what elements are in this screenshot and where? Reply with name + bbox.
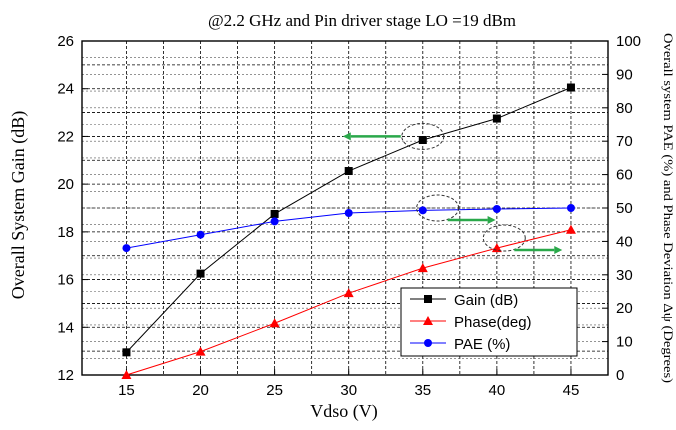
x-axis-label: Vdso (V) (310, 401, 378, 422)
gain-point (418, 136, 427, 145)
phase-point (269, 318, 280, 328)
legend-gain-label: Gain (dB) (454, 292, 518, 309)
gain-point (122, 348, 131, 357)
series-group (121, 83, 576, 379)
phase-point (417, 263, 428, 273)
plot-frame (81, 40, 609, 376)
phase-point (343, 288, 354, 298)
legend-gain-marker (424, 295, 432, 303)
pae-point (566, 204, 575, 212)
left-tick-label: 18 (57, 224, 74, 241)
left-tick-label: 24 (57, 81, 74, 98)
right-axis-label: Overall system PAE (%) and Phase Deviati… (661, 33, 676, 383)
right-tick-label: 40 (616, 233, 633, 250)
tick-labels: 15 20 25 30 35 40 45 12 14 16 18 20 22 24 26 0 10 20 30 40 5… (57, 33, 641, 399)
legend-phase-label: Phase(deg) (454, 314, 532, 331)
left-tick-label: 14 (57, 319, 74, 336)
axis-arrow-head (487, 216, 496, 224)
axis-arrow-head (342, 132, 351, 141)
left-tick-label: 26 (57, 33, 74, 50)
left-axis-label: Overall System Gain (dB) (8, 111, 29, 299)
legend-pae-label: PAE (%) (454, 336, 510, 353)
gain-point (196, 269, 205, 278)
x-tick-label: 15 (118, 382, 135, 399)
right-tick-label: 20 (616, 300, 633, 317)
axis-arrow-head (554, 246, 563, 255)
pae-point (270, 217, 279, 226)
right-tick-label: 100 (616, 33, 641, 50)
legend-pae-marker (424, 339, 432, 347)
pae-point (418, 206, 427, 215)
chart-title: @2.2 GHz and Pin driver stage LO =19 dBm (208, 11, 516, 30)
x-tick-label: 35 (414, 382, 431, 399)
gain-point (270, 209, 279, 218)
highlight-ellipse (416, 194, 460, 222)
left-tick-label: 20 (57, 176, 74, 193)
right-tick-label: 50 (616, 200, 633, 217)
x-tick-label: 40 (489, 382, 506, 399)
legend: Gain (dB) Phase(deg) PAE (%) (400, 287, 578, 357)
right-tick-label: 80 (616, 100, 633, 117)
pae-point (196, 230, 205, 239)
annotations (342, 122, 563, 255)
highlight-ellipse (482, 224, 526, 252)
phase-point (565, 224, 576, 234)
x-tick-label: 30 (340, 382, 357, 399)
left-tick-label: 16 (57, 272, 74, 289)
x-tick-label: 45 (563, 382, 580, 399)
gain-point (492, 114, 501, 123)
pae-point (492, 205, 501, 214)
right-tick-label: 70 (616, 133, 633, 150)
pae-point (344, 209, 353, 218)
gain-point (344, 167, 353, 176)
phase-point (121, 370, 132, 379)
x-tick-label: 20 (192, 382, 209, 399)
right-tick-label: 30 (616, 267, 633, 284)
right-tick-label: 60 (616, 167, 633, 184)
left-tick-label: 22 (57, 128, 74, 145)
pae-point (122, 244, 131, 253)
gain-point (566, 83, 575, 92)
highlight-ellipse (401, 122, 445, 150)
x-tick-label: 25 (266, 382, 283, 399)
left-tick-label: 12 (57, 367, 74, 384)
legend-phase-marker (423, 316, 433, 325)
right-tick-label: 0 (616, 367, 624, 384)
right-tick-label: 10 (616, 334, 633, 351)
phase-point (195, 346, 206, 356)
right-tick-label: 90 (616, 66, 633, 83)
